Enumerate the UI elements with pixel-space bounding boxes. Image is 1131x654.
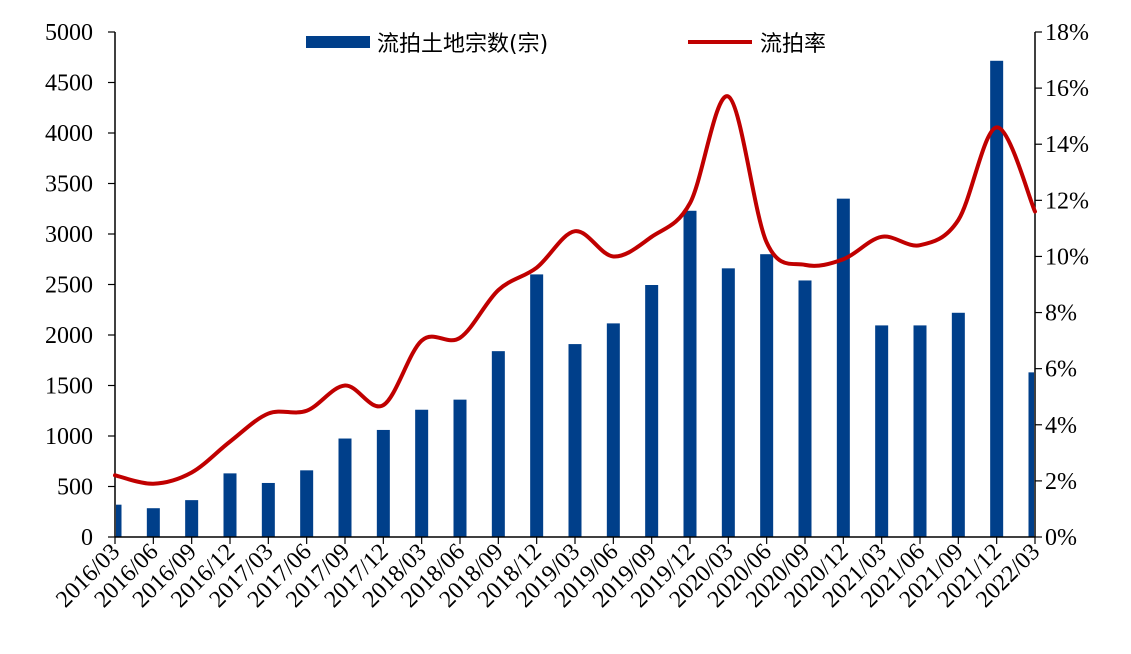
left-tick-label: 4000 — [45, 121, 93, 147]
bar-2021/12 — [990, 60, 1004, 537]
bar-2017/06 — [300, 470, 314, 537]
left-tick-label: 5000 — [45, 20, 93, 46]
bar-2022/03 — [1028, 372, 1034, 537]
bar-2016/12 — [223, 473, 237, 537]
bar-2017/09 — [338, 438, 352, 537]
right-tick-label: 18% — [1045, 20, 1089, 46]
bar-2018/09 — [491, 351, 505, 537]
right-axis-tick-labels: 0% 2% 4% 6% 8% 10% 12% 14% 16% 18% — [1045, 20, 1089, 551]
bar-2016/03 — [116, 504, 122, 537]
bar-2021/06 — [913, 325, 927, 537]
bar-2017/12 — [376, 429, 390, 537]
legend-line-label: 流拍率 — [760, 32, 826, 57]
left-axis-tick-labels: 0 500 1000 1500 2000 2500 3000 3500 4000 4500 5000 — [45, 20, 93, 551]
left-tick-label: 4500 — [45, 71, 93, 97]
bar-2019/09 — [645, 285, 659, 537]
bar-2020/03 — [721, 268, 735, 537]
right-tick-label: 16% — [1045, 76, 1089, 102]
bar-2020/09 — [798, 280, 812, 537]
bar-2020/12 — [836, 198, 850, 537]
right-tick-label: 12% — [1045, 188, 1089, 214]
bar-2018/12 — [530, 274, 544, 537]
right-tick-label: 8% — [1045, 301, 1077, 327]
bar-2016/09 — [185, 500, 199, 537]
bar-2020/06 — [760, 254, 774, 537]
legend-bar-label: 流拍土地宗数(宗) — [377, 32, 548, 57]
bar-series — [116, 60, 1034, 537]
left-tick-label: 1000 — [45, 424, 93, 450]
left-tick-label: 3500 — [45, 172, 93, 198]
bar-2019/06 — [606, 323, 620, 537]
right-tick-label: 10% — [1045, 244, 1089, 270]
left-tick-label: 2000 — [45, 323, 93, 349]
bar-2021/09 — [951, 312, 965, 537]
right-tick-label: 4% — [1045, 413, 1077, 439]
legend: 流拍土地宗数(宗) 流拍率 — [306, 32, 826, 57]
rate-line-path — [113, 94, 1037, 486]
left-tick-label: 0 — [81, 525, 93, 551]
bar-2019/12 — [683, 210, 697, 537]
axes — [108, 31, 1042, 544]
bar-2021/03 — [875, 325, 889, 537]
right-tick-label: 2% — [1045, 469, 1077, 495]
bar-2016/06 — [146, 508, 160, 537]
bar-2018/03 — [415, 409, 429, 537]
line-series — [113, 94, 1037, 486]
right-tick-label: 0% — [1045, 525, 1077, 551]
legend-bar-swatch — [306, 36, 370, 48]
right-tick-label: 6% — [1045, 357, 1077, 383]
left-tick-label: 2500 — [45, 273, 93, 299]
left-tick-label: 3000 — [45, 222, 93, 248]
bar-2019/03 — [568, 344, 582, 537]
x-axis-tick-labels: 2016/032016/062016/092016/122017/032017/… — [51, 539, 1045, 613]
left-tick-label: 500 — [57, 475, 93, 501]
bar-2017/03 — [261, 482, 275, 537]
left-tick-label: 1500 — [45, 374, 93, 400]
right-tick-label: 14% — [1045, 132, 1089, 158]
bar-2018/06 — [453, 399, 467, 537]
